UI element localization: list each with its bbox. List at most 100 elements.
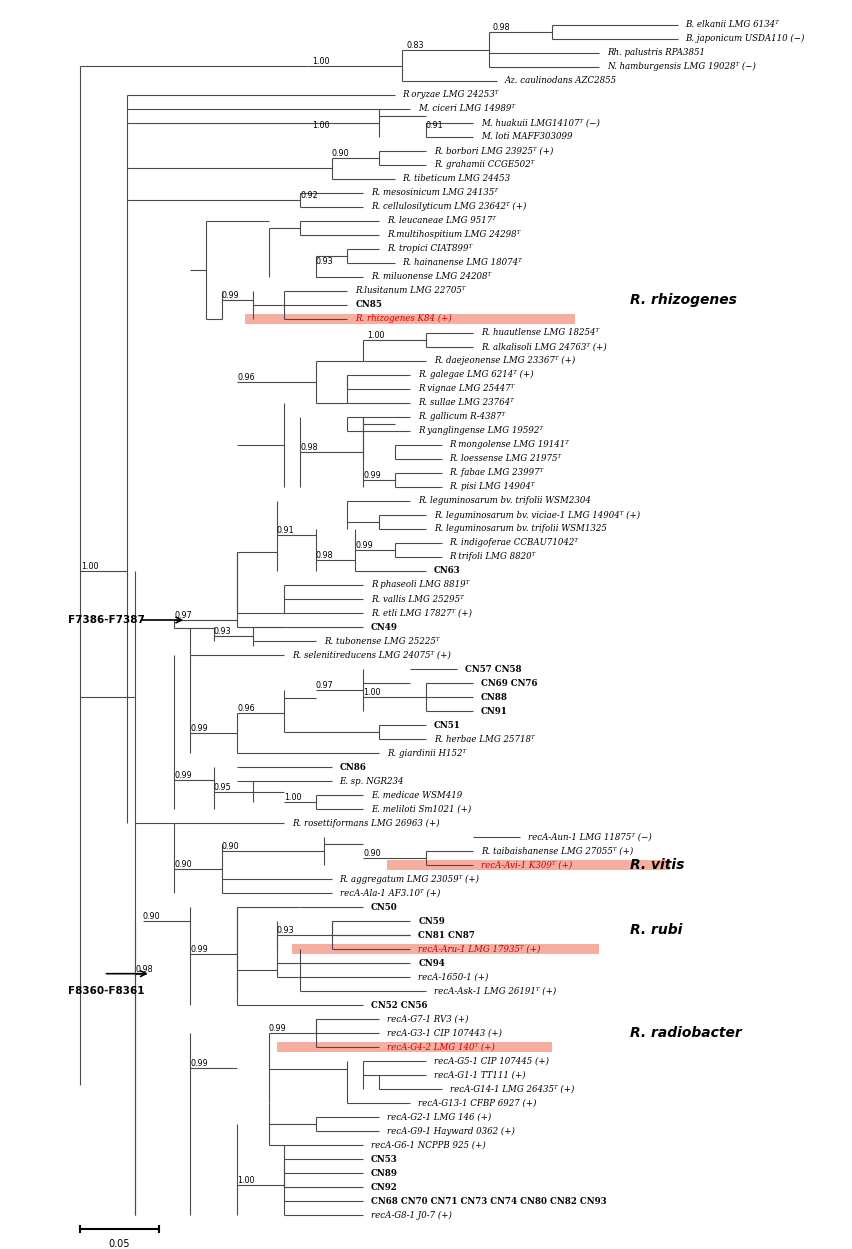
Text: recA-G1-1 TT111 (+): recA-G1-1 TT111 (+) xyxy=(434,1070,526,1079)
Text: R. taibaishanense LMG 27055ᵀ (+): R. taibaishanense LMG 27055ᵀ (+) xyxy=(481,847,633,856)
Text: CN68 CN70 CN71 CN73 CN74 CN80 CN82 CN93: CN68 CN70 CN71 CN73 CN74 CN80 CN82 CN93 xyxy=(371,1197,607,1205)
Text: R oryzae LMG 24253ᵀ: R oryzae LMG 24253ᵀ xyxy=(402,90,498,99)
Text: 0.97: 0.97 xyxy=(316,681,334,689)
Text: CN88: CN88 xyxy=(481,692,508,702)
Text: 0.91: 0.91 xyxy=(426,121,444,130)
Text: 0.99: 0.99 xyxy=(190,724,208,733)
Text: CN51: CN51 xyxy=(434,721,461,729)
FancyBboxPatch shape xyxy=(245,313,575,323)
Text: E. meliloti Sm1021 (+): E. meliloti Sm1021 (+) xyxy=(371,804,471,813)
Text: recA-G4-2 LMG 140ᵀ (+): recA-G4-2 LMG 140ᵀ (+) xyxy=(387,1043,494,1052)
Text: 0.83: 0.83 xyxy=(406,41,423,50)
Text: R. grahamii CCGE502ᵀ: R. grahamii CCGE502ᵀ xyxy=(434,160,534,170)
Text: B. japonicum USDA110 (−): B. japonicum USDA110 (−) xyxy=(686,34,805,44)
Text: R yanglingense LMG 19592ᵀ: R yanglingense LMG 19592ᵀ xyxy=(418,426,543,436)
Text: R. leguminosarum bv. trifolii WSM1325: R. leguminosarum bv. trifolii WSM1325 xyxy=(434,525,607,533)
Text: recA-G8-1 J0-7 (+): recA-G8-1 J0-7 (+) xyxy=(371,1210,452,1220)
Text: R. sullae LMG 23764ᵀ: R. sullae LMG 23764ᵀ xyxy=(418,398,514,407)
Text: R. tubonense LMG 25225ᵀ: R. tubonense LMG 25225ᵀ xyxy=(324,637,440,646)
Text: CN69 CN76: CN69 CN76 xyxy=(481,678,538,687)
Text: CN85: CN85 xyxy=(355,300,382,310)
Text: 0.99: 0.99 xyxy=(222,291,239,300)
Text: recA-G3-1 CIP 107443 (+): recA-G3-1 CIP 107443 (+) xyxy=(387,1029,502,1038)
Text: F7386-F7387: F7386-F7387 xyxy=(68,615,145,624)
Text: R. tropici CIAT899ᵀ: R. tropici CIAT899ᵀ xyxy=(387,245,472,254)
Text: R. vallis LMG 25295ᵀ: R. vallis LMG 25295ᵀ xyxy=(371,595,463,603)
Text: 1.00: 1.00 xyxy=(312,121,330,130)
Text: 0.93: 0.93 xyxy=(277,927,294,936)
Text: R. rubi: R. rubi xyxy=(630,923,682,938)
Text: R. leguminosarum bv. viciae-1 LMG 14904ᵀ (+): R. leguminosarum bv. viciae-1 LMG 14904ᵀ… xyxy=(434,511,640,520)
Text: 1.00: 1.00 xyxy=(363,688,381,697)
Text: R. radiobacter: R. radiobacter xyxy=(630,1027,742,1040)
Text: 0.99: 0.99 xyxy=(190,944,208,954)
Text: R. vitis: R. vitis xyxy=(630,858,685,872)
Text: 0.98: 0.98 xyxy=(300,443,318,452)
Text: 1.00: 1.00 xyxy=(238,1177,255,1185)
Text: R.multihospitium LMG 24298ᵀ: R.multihospitium LMG 24298ᵀ xyxy=(387,230,520,240)
Text: recA-G6-1 NCPPB 925 (+): recA-G6-1 NCPPB 925 (+) xyxy=(371,1140,486,1150)
Text: R. selenitireducens LMG 24075ᵀ (+): R. selenitireducens LMG 24075ᵀ (+) xyxy=(292,651,452,659)
Text: M. ciceri LMG 14989ᵀ: M. ciceri LMG 14989ᵀ xyxy=(418,104,515,114)
Text: R. giardinii H152ᵀ: R. giardinii H152ᵀ xyxy=(387,748,466,758)
Text: N. hamburgensis LMG 19028ᵀ (−): N. hamburgensis LMG 19028ᵀ (−) xyxy=(607,62,756,71)
Text: 0.99: 0.99 xyxy=(190,1059,208,1068)
Text: recA-Aru-1 LMG 17935ᵀ (+): recA-Aru-1 LMG 17935ᵀ (+) xyxy=(418,944,540,954)
Text: R. gallicum R-4387ᵀ: R. gallicum R-4387ᵀ xyxy=(418,412,505,421)
Text: 0.90: 0.90 xyxy=(175,859,192,868)
Text: 0.95: 0.95 xyxy=(214,783,232,792)
Text: CN94: CN94 xyxy=(418,959,445,968)
Text: F8360-F8361: F8360-F8361 xyxy=(68,987,145,997)
Text: CN86: CN86 xyxy=(339,763,366,772)
Text: 0.93: 0.93 xyxy=(316,257,333,266)
Text: recA-G2-1 LMG 146 (+): recA-G2-1 LMG 146 (+) xyxy=(387,1113,491,1122)
Text: R. herbae LMG 25718ᵀ: R. herbae LMG 25718ᵀ xyxy=(434,734,534,743)
Text: 0.05: 0.05 xyxy=(108,1239,130,1249)
Text: R. aggregatum LMG 23059ᵀ (+): R. aggregatum LMG 23059ᵀ (+) xyxy=(339,874,480,884)
Text: R.lusitanum LMG 22705ᵀ: R.lusitanum LMG 22705ᵀ xyxy=(355,286,466,295)
Text: recA-Ala-1 AF3.10ᵀ (+): recA-Ala-1 AF3.10ᵀ (+) xyxy=(339,888,440,898)
Text: R. leucaneae LMG 9517ᵀ: R. leucaneae LMG 9517ᵀ xyxy=(387,216,496,225)
Text: Rh. palustris RPA3851: Rh. palustris RPA3851 xyxy=(607,49,705,57)
Text: recA-Aun-1 LMG 11875ᵀ (−): recA-Aun-1 LMG 11875ᵀ (−) xyxy=(528,833,652,842)
Text: recA-G5-1 CIP 107445 (+): recA-G5-1 CIP 107445 (+) xyxy=(434,1057,549,1065)
Text: R trifoli LMG 8820ᵀ: R trifoli LMG 8820ᵀ xyxy=(450,552,536,562)
Text: R. fabae LMG 23997ᵀ: R. fabae LMG 23997ᵀ xyxy=(450,468,544,477)
Text: CN53: CN53 xyxy=(371,1155,398,1164)
Text: CN59: CN59 xyxy=(418,917,445,926)
Text: CN50: CN50 xyxy=(371,903,398,912)
Text: recA-Ask-1 LMG 26191ᵀ (+): recA-Ask-1 LMG 26191ᵀ (+) xyxy=(434,987,556,995)
Text: E. medicae WSM419: E. medicae WSM419 xyxy=(371,791,462,799)
Text: recA-G7-1 RV3 (+): recA-G7-1 RV3 (+) xyxy=(387,1014,469,1024)
Text: R. tibeticum LMG 24453: R. tibeticum LMG 24453 xyxy=(402,175,510,184)
Text: R. alkalisoli LMG 24763ᵀ (+): R. alkalisoli LMG 24763ᵀ (+) xyxy=(481,342,607,351)
Text: CN57 CN58: CN57 CN58 xyxy=(465,664,522,673)
Text: 0.92: 0.92 xyxy=(300,191,318,200)
FancyBboxPatch shape xyxy=(292,944,599,954)
Text: 0.90: 0.90 xyxy=(222,842,239,851)
Text: 0.99: 0.99 xyxy=(268,1024,286,1033)
Text: 0.96: 0.96 xyxy=(238,704,255,713)
Text: R. rhizogenes K84 (+): R. rhizogenes K84 (+) xyxy=(355,315,452,323)
Text: R. cellulosilyticum LMG 23642ᵀ (+): R. cellulosilyticum LMG 23642ᵀ (+) xyxy=(371,202,527,211)
Text: R. indigoferae CCBAU71042ᵀ: R. indigoferae CCBAU71042ᵀ xyxy=(450,538,579,547)
Text: 1.00: 1.00 xyxy=(367,331,384,340)
Text: CN81 CN87: CN81 CN87 xyxy=(418,931,475,939)
Text: M. loti MAFF303099: M. loti MAFF303099 xyxy=(481,132,573,141)
Text: 0.99: 0.99 xyxy=(355,541,373,550)
Text: R. loessense LMG 21975ᵀ: R. loessense LMG 21975ᵀ xyxy=(450,455,561,463)
FancyBboxPatch shape xyxy=(277,1042,552,1053)
Text: R. hainanense LMG 18074ᵀ: R. hainanense LMG 18074ᵀ xyxy=(402,259,522,267)
Text: CN89: CN89 xyxy=(371,1169,398,1178)
Text: CN91: CN91 xyxy=(481,707,508,716)
Text: 0.98: 0.98 xyxy=(135,964,153,974)
Text: 0.97: 0.97 xyxy=(175,611,193,620)
Text: recA-G14-1 LMG 26435ᵀ (+): recA-G14-1 LMG 26435ᵀ (+) xyxy=(450,1084,574,1094)
Text: R. galegae LMG 6214ᵀ (+): R. galegae LMG 6214ᵀ (+) xyxy=(418,371,533,380)
Text: E. sp. NGR234: E. sp. NGR234 xyxy=(339,777,404,786)
Text: CN52 CN56: CN52 CN56 xyxy=(371,1000,428,1009)
FancyBboxPatch shape xyxy=(387,861,670,871)
Text: R. daejeonense LMG 23367ᵀ (+): R. daejeonense LMG 23367ᵀ (+) xyxy=(434,356,575,366)
Text: R. huautlense LMG 18254ᵀ: R. huautlense LMG 18254ᵀ xyxy=(481,328,599,337)
Text: R. etli LMG 17827ᵀ (+): R. etli LMG 17827ᵀ (+) xyxy=(371,608,472,617)
